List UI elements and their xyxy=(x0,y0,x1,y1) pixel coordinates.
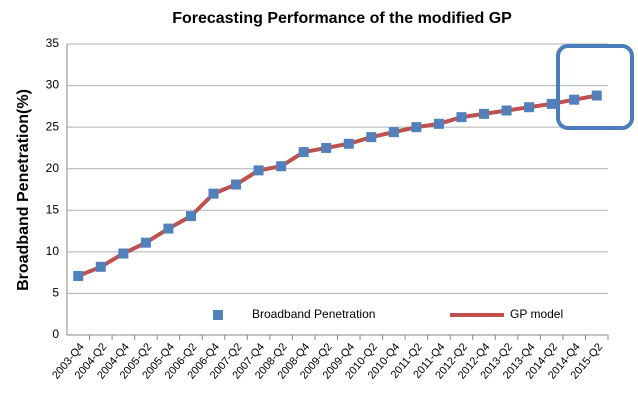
data-point xyxy=(388,127,399,138)
data-point xyxy=(140,237,151,248)
data-point xyxy=(479,108,490,119)
data-point xyxy=(321,142,332,153)
chart-title: Forecasting Performance of the modified … xyxy=(172,10,512,27)
data-point xyxy=(231,179,242,190)
model-line xyxy=(77,93,598,278)
data-point xyxy=(524,102,535,113)
data-point xyxy=(163,223,174,234)
data-point xyxy=(298,147,309,158)
data-point xyxy=(185,211,196,222)
data-point xyxy=(546,98,557,109)
y-tick-label: 10 xyxy=(46,244,60,258)
y-tick-label: 25 xyxy=(46,119,60,133)
data-point xyxy=(366,132,377,143)
highlight-box xyxy=(556,44,634,130)
data-point xyxy=(95,261,106,272)
data-point xyxy=(433,118,444,129)
y-tick-label: 20 xyxy=(46,161,60,175)
y-tick-label: 15 xyxy=(46,202,60,216)
data-point xyxy=(208,188,219,199)
data-point xyxy=(276,161,287,172)
data-point xyxy=(253,165,264,176)
data-point xyxy=(501,105,512,116)
data-point xyxy=(73,270,84,281)
legend-label: Broadband Penetration xyxy=(252,307,375,321)
data-point xyxy=(456,112,467,123)
y-axis-label: Broadband Penetration(%) xyxy=(15,89,32,291)
legend-marker xyxy=(213,310,223,320)
data-point xyxy=(343,138,354,149)
y-tick-label: 35 xyxy=(46,36,60,50)
legend-label: GP model xyxy=(510,307,563,321)
data-point xyxy=(411,122,422,133)
y-tick-label: 30 xyxy=(46,78,60,92)
y-tick-label: 0 xyxy=(52,327,59,341)
data-point xyxy=(569,94,580,105)
y-tick-label: 5 xyxy=(52,286,59,300)
data-point xyxy=(591,90,602,101)
data-point xyxy=(118,248,129,259)
